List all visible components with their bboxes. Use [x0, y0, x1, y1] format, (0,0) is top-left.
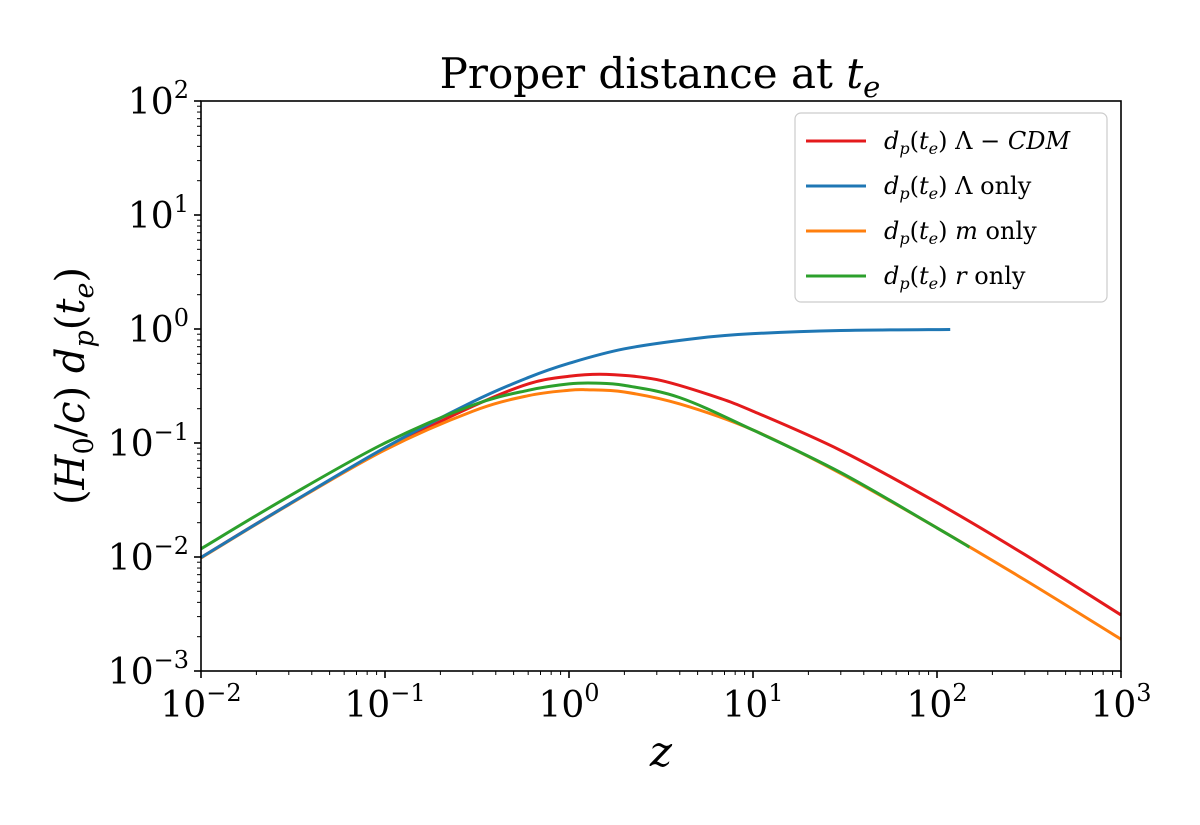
x-tick-label: 102 [906, 679, 967, 726]
plot-area [194, 100, 1122, 678]
y-tick-label: 100 [128, 304, 189, 351]
x-axis-label: z [649, 727, 673, 776]
y-tick-label: 102 [128, 76, 189, 123]
y-tick-label: 10−1 [108, 418, 189, 465]
series-line-3 [200, 388, 1122, 641]
legend: dp(te) Λ − CDM dp(te) Λ only dp(te) m only… [794, 112, 1108, 303]
series-layer [200, 328, 1122, 641]
y-tick-label: 10−2 [108, 532, 189, 579]
x-tick-label: 100 [538, 679, 599, 726]
series-line-1 [200, 372, 1122, 617]
x-tick-label: 101 [722, 679, 783, 726]
legend-label: dp(te) r only [884, 262, 1026, 293]
legend-label: dp(te) Λ − CDM [884, 127, 1072, 158]
series-line-4 [200, 381, 971, 551]
axes-frame [200, 100, 1122, 672]
y-tick-labels: 10−3 10−2 10−1 100 101 102 [108, 76, 189, 693]
y-tick-label: 10−3 [108, 646, 189, 693]
x-tick-label: 10−1 [344, 679, 425, 726]
legend-label: dp(te) m only [884, 217, 1037, 248]
tick-layer [194, 100, 1122, 678]
legend-label: dp(te) Λ only [884, 172, 1032, 203]
y-tick-label: 101 [128, 190, 189, 237]
chart-title: Proper distance at te [440, 49, 881, 104]
series-line-2 [200, 328, 951, 559]
legend-entries: dp(te) Λ − CDM dp(te) Λ only dp(te) m only… [806, 127, 1072, 293]
x-tick-label: 10−2 [160, 679, 241, 726]
y-axis-label: (H0/c) dp(te) [48, 267, 100, 505]
x-tick-label: 103 [1090, 679, 1151, 726]
x-tick-labels: 10−2 10−1 100 101 102 103 [160, 679, 1151, 726]
legend-box [794, 112, 1108, 303]
